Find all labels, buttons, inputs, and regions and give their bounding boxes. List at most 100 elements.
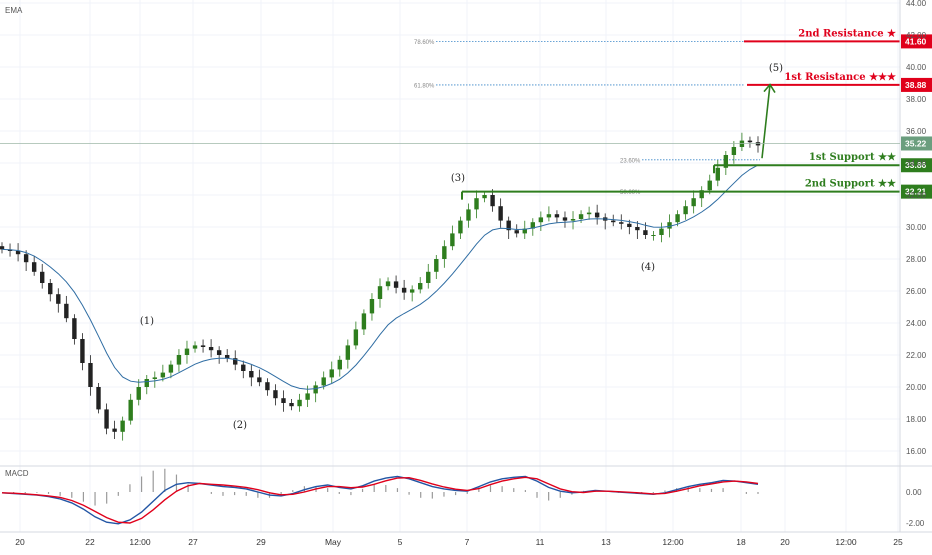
candle-body: [675, 214, 680, 223]
indicator-label: EMA: [5, 6, 23, 15]
candle-body: [659, 228, 664, 235]
candle-body: [715, 167, 720, 181]
price-tick-label: 28.00: [906, 255, 927, 264]
candle-body: [490, 195, 495, 207]
projection-arrow-head: [763, 83, 776, 94]
candle-body: [120, 420, 125, 432]
candle-body: [144, 379, 149, 387]
price-tick-label: 24.00: [906, 319, 927, 328]
time-tick-label: 18: [736, 537, 746, 547]
current-price-tag-bg: [901, 136, 932, 151]
level-label: 1st Support ★★: [809, 152, 896, 163]
level-label: 2nd Support ★★: [805, 179, 896, 190]
candle-body: [474, 198, 479, 210]
candle-body: [168, 364, 174, 373]
candle-body: [40, 271, 45, 283]
candle-body: [506, 220, 511, 231]
macd-pane: 0.00 -2.00: [1, 468, 925, 528]
candle-body: [450, 233, 455, 247]
candles: [0, 132, 761, 441]
ema-line: [1, 164, 759, 390]
level-tag-bg: [901, 158, 932, 173]
candle-body: [651, 235, 656, 236]
candle-body: [578, 214, 584, 219]
price-tick-label: 20.00: [906, 383, 927, 392]
candle-body: [401, 287, 407, 293]
candle-body: [594, 212, 600, 218]
wave-5-projection: [761, 83, 776, 159]
price-tick-label: 26.00: [906, 287, 927, 296]
time-tick-label: 5: [398, 537, 403, 547]
candle-body: [530, 222, 536, 229]
level-tag: 32.21: [905, 187, 927, 197]
price-tick-label: 38.00: [906, 95, 927, 104]
candle-body: [691, 198, 696, 207]
support-resistance-levels: 2nd Resistance ★ 41.60 1st Resistance ★★★ 3…: [461, 28, 932, 200]
candle-body: [136, 387, 141, 400]
level-tag: 41.60: [905, 36, 927, 46]
time-tick-label: 27: [188, 537, 198, 547]
time-tick-label: May: [325, 537, 342, 547]
time-tick-label: 22: [85, 537, 95, 547]
time-tick-label: 12:00: [129, 537, 151, 547]
candle-body: [208, 347, 214, 351]
candle-body: [482, 195, 487, 199]
grid: [0, 0, 900, 532]
candle-body: [112, 428, 117, 432]
candle-body: [289, 403, 294, 407]
wave-label: (4): [641, 262, 655, 273]
level-label: 1st Resistance ★★★: [784, 72, 896, 83]
price-tick-label: 22.00: [906, 351, 927, 360]
candle-body: [192, 345, 198, 349]
candle-body: [458, 220, 463, 234]
time-tick-label: 25: [893, 537, 903, 547]
candle-body: [369, 299, 375, 314]
time-tick-label: 11: [536, 537, 545, 547]
current-price-tag: 35.22: [905, 138, 927, 148]
candle-body: [554, 214, 560, 218]
candle-body: [683, 206, 688, 215]
candle-body: [345, 345, 351, 360]
price-tick-label: 18.00: [906, 415, 927, 424]
time-tick-label: 12:00: [662, 537, 684, 547]
candle-body: [96, 387, 101, 410]
candle-body: [498, 206, 503, 221]
fibonacci-levels: 78.60% 61.80% 23.60% 50.00%: [414, 40, 760, 196]
candle-body: [619, 222, 624, 224]
candle-body: [522, 228, 527, 234]
candle-body: [643, 230, 648, 235]
candle-body: [265, 382, 270, 391]
candle-body: [128, 399, 133, 421]
fib-label: 61.80%: [414, 83, 435, 89]
fib-label: 50.00%: [620, 190, 641, 196]
candle-body: [377, 286, 383, 299]
candle-body: [409, 289, 415, 293]
candle-body: [747, 140, 753, 143]
fib-label: 23.60%: [620, 158, 641, 164]
candle-body: [313, 385, 318, 394]
candle-body: [361, 313, 367, 330]
candle-body: [353, 329, 359, 346]
wave-label: (3): [451, 173, 465, 184]
candle-body: [305, 393, 310, 400]
level-tag-bg: [901, 184, 932, 199]
macd-tick-label: 0.00: [906, 488, 922, 497]
time-tick-label: 12:00: [835, 537, 857, 547]
price-tick-label: 36.00: [906, 127, 927, 136]
signal-line: [1, 476, 759, 524]
level-tag-bg: [901, 77, 932, 92]
wave-label: (2): [233, 420, 247, 431]
time-tick-label: 7: [465, 537, 470, 547]
level-tag: 33.86: [905, 160, 927, 170]
candle-body: [184, 348, 190, 355]
price-axis: 44.00 42.00 40.00 38.00 36.00 34.00 32.00 30.00…: [0, 0, 932, 532]
macd-label: MACD: [5, 469, 29, 478]
candle-body: [176, 355, 182, 365]
candle-body: [160, 372, 166, 378]
candle-body: [15, 251, 21, 255]
candle-body: [224, 355, 230, 359]
candle-body: [56, 294, 61, 304]
fib-label: 78.60%: [414, 40, 435, 46]
candle-body: [562, 217, 568, 221]
